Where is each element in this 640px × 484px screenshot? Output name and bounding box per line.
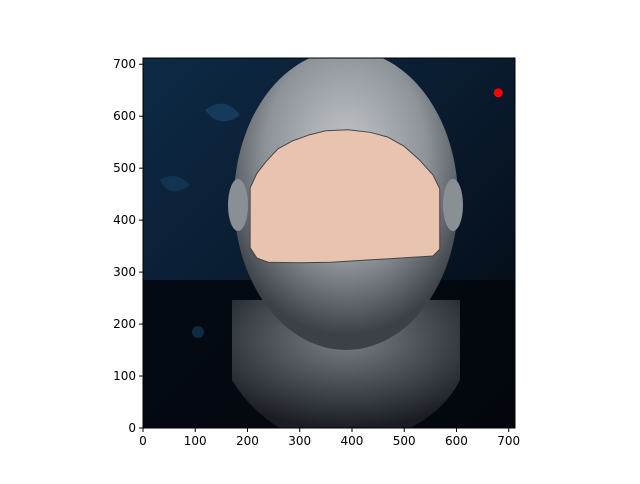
mask-polygon-layer bbox=[249, 129, 441, 264]
x-tick-label: 200 bbox=[236, 434, 259, 448]
y-tick-label: 300 bbox=[113, 265, 136, 279]
x-tick-label: 100 bbox=[184, 434, 207, 448]
y-tick-label: 600 bbox=[113, 109, 136, 123]
y-tick-label: 700 bbox=[113, 57, 136, 71]
y-axis: 0 100 200 300 400 500 600 700 bbox=[113, 57, 143, 435]
x-tick-label: 300 bbox=[288, 434, 311, 448]
y-tick-label: 500 bbox=[113, 161, 136, 175]
x-tick-label: 0 bbox=[139, 434, 147, 448]
x-tick-label: 600 bbox=[445, 434, 468, 448]
x-tick-label: 400 bbox=[341, 434, 364, 448]
scatter-points-layer bbox=[493, 88, 503, 98]
x-tick-label: 500 bbox=[393, 434, 416, 448]
y-tick-label: 200 bbox=[113, 317, 136, 331]
y-tick-label: 100 bbox=[113, 369, 136, 383]
y-tick-label: 0 bbox=[128, 421, 136, 435]
y-tick-label: 400 bbox=[113, 213, 136, 227]
mask-polygon bbox=[249, 129, 441, 264]
plot-frame bbox=[142, 57, 516, 429]
x-tick-label: 700 bbox=[497, 434, 520, 448]
x-axis: 0 100 200 300 400 500 600 700 bbox=[139, 428, 520, 448]
scatter-point bbox=[493, 88, 503, 98]
face-photo-image bbox=[143, 58, 515, 428]
